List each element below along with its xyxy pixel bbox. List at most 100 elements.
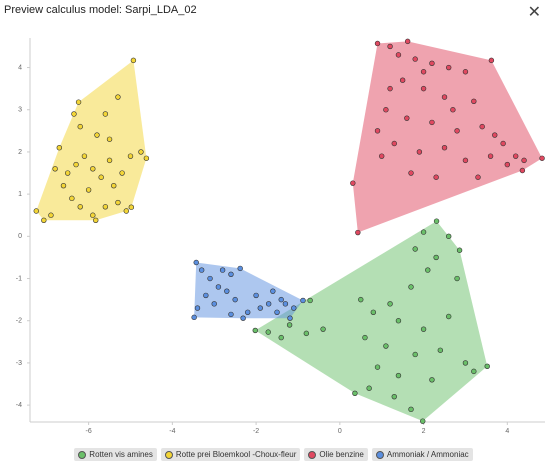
- x-tick-label: -6: [86, 428, 92, 435]
- point: [512, 153, 519, 159]
- point: [41, 217, 47, 223]
- x-tick-label: -4: [169, 428, 175, 435]
- legend-item[interactable]: Olie benzine: [304, 448, 368, 461]
- x-tick-label: -2: [253, 428, 259, 435]
- point: [93, 217, 99, 223]
- legend-swatch: [375, 450, 384, 459]
- point: [77, 204, 83, 210]
- point: [71, 111, 77, 117]
- cluster-hull: [255, 221, 488, 422]
- close-button[interactable]: ✕: [527, 4, 541, 21]
- point: [98, 174, 104, 180]
- point: [64, 170, 71, 176]
- point: [224, 288, 230, 294]
- point: [412, 246, 418, 252]
- legend-item[interactable]: Rotte prei Bloemkool -Choux-fleur: [160, 448, 301, 461]
- point: [90, 212, 96, 218]
- point: [106, 157, 113, 164]
- point: [433, 254, 439, 261]
- point: [366, 385, 372, 391]
- point: [52, 166, 58, 172]
- point: [237, 265, 243, 272]
- point: [379, 153, 385, 159]
- point: [445, 313, 452, 320]
- legend-label: Rotten vis amines: [89, 450, 153, 459]
- point: [433, 174, 439, 180]
- point: [130, 57, 137, 64]
- point: [270, 288, 276, 294]
- point: [454, 128, 460, 134]
- point: [240, 315, 246, 321]
- chart: -6 -4 -2 0 2 4 -4 -3 -2 -1 0 1 2 3 4: [16, 38, 545, 435]
- point: [77, 123, 83, 130]
- point: [73, 161, 79, 168]
- point: [519, 167, 526, 174]
- point: [404, 115, 410, 121]
- point: [198, 267, 205, 273]
- y-tick-label: 3: [18, 107, 22, 114]
- y-tick-label: -4: [16, 402, 22, 409]
- point: [85, 187, 92, 193]
- point: [115, 199, 121, 206]
- point: [462, 69, 469, 75]
- point: [475, 174, 481, 180]
- point: [352, 390, 358, 397]
- point: [425, 267, 431, 273]
- x-tick-label: 4: [505, 428, 509, 435]
- point: [193, 259, 199, 266]
- point: [479, 123, 485, 130]
- point: [215, 284, 222, 290]
- point: [391, 393, 397, 400]
- point: [128, 204, 135, 210]
- point: [90, 166, 96, 172]
- legend-item[interactable]: Rotten vis amines: [74, 448, 157, 461]
- point: [191, 314, 197, 321]
- point: [500, 140, 506, 147]
- point: [232, 296, 238, 303]
- point: [370, 309, 377, 315]
- point: [291, 305, 297, 311]
- point: [412, 56, 418, 62]
- point: [433, 218, 440, 224]
- legend-swatch: [78, 450, 87, 459]
- point: [143, 155, 150, 161]
- point: [81, 153, 88, 159]
- point: [211, 301, 217, 307]
- point: [69, 195, 75, 202]
- point: [350, 180, 356, 186]
- point: [391, 140, 397, 147]
- point: [429, 119, 435, 126]
- point: [274, 309, 280, 315]
- y-tick-label: 0: [18, 233, 22, 240]
- point: [420, 85, 427, 92]
- point: [287, 315, 293, 321]
- point: [441, 145, 448, 151]
- legend: Rotten vis amines Rotte prei Bloemkool -C…: [0, 448, 547, 461]
- point: [286, 322, 293, 328]
- point: [484, 363, 490, 369]
- point: [374, 40, 381, 47]
- point: [487, 153, 494, 159]
- point: [399, 77, 406, 83]
- point: [194, 305, 201, 311]
- point: [504, 161, 511, 168]
- point: [408, 284, 414, 290]
- legend-label: Olie benzine: [319, 450, 364, 459]
- point: [282, 301, 289, 307]
- point: [56, 145, 63, 151]
- point: [488, 57, 495, 64]
- point: [429, 60, 435, 67]
- point: [420, 326, 427, 332]
- legend-item[interactable]: Ammoniak / Ammoniac: [371, 448, 473, 461]
- point: [445, 64, 452, 71]
- point: [412, 351, 418, 358]
- point: [408, 170, 414, 176]
- point: [106, 136, 113, 142]
- point: [471, 98, 477, 104]
- point: [420, 418, 426, 424]
- point: [374, 128, 381, 134]
- x-tick-label: 2: [422, 428, 426, 435]
- y-tick-label: 1: [18, 191, 22, 198]
- y-tick-label: -3: [16, 360, 22, 367]
- point: [60, 182, 67, 189]
